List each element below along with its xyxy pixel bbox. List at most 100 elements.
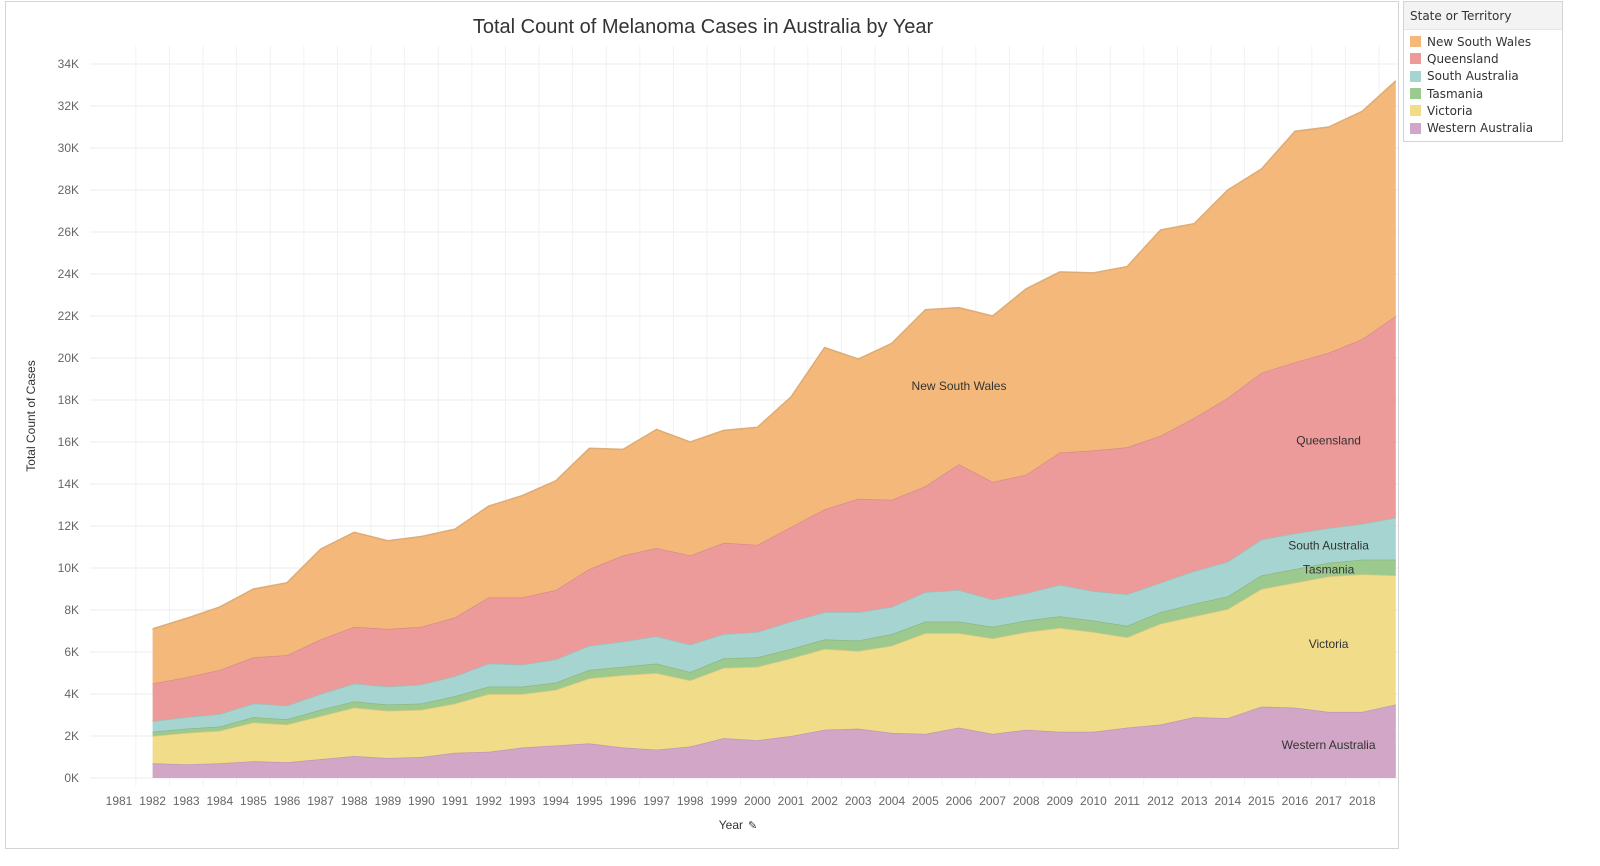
x-tick-label: 1983 [173, 794, 200, 808]
y-tick-label: 34K [58, 57, 79, 71]
y-tick-label: 26K [58, 225, 79, 239]
legend-swatch [1410, 105, 1421, 117]
area-new-south-wales[interactable] [152, 80, 1396, 684]
x-tick-label: 2012 [1147, 794, 1174, 808]
series-label: Victoria [1309, 637, 1349, 651]
legend-label: New South Wales [1427, 34, 1532, 49]
legend-item-south-australia[interactable]: South Australia [1404, 68, 1562, 85]
y-tick-label: 12K [58, 519, 79, 533]
x-tick-label: 1989 [374, 794, 401, 808]
x-tick-label: 1992 [475, 794, 502, 808]
x-tick-label: 1985 [240, 794, 267, 808]
x-tick-label: 1999 [710, 794, 737, 808]
x-tick-label: 1997 [643, 794, 670, 808]
series-label: Tasmania [1303, 563, 1355, 577]
area-queensland[interactable] [152, 316, 1396, 722]
legend-item-queensland[interactable]: Queensland [1404, 50, 1562, 67]
chart-title: Total Count of Melanoma Cases in Austral… [473, 16, 934, 38]
x-tick-label: 1998 [677, 794, 704, 808]
x-tick-label: 2005 [912, 794, 939, 808]
y-tick-label: 30K [58, 141, 79, 155]
legend-items: New South Wales Queensland South Australia… [1404, 30, 1562, 141]
series-label: New South Wales [912, 379, 1007, 393]
area-series-layer [152, 80, 1397, 779]
x-tick-label: 2004 [878, 794, 905, 808]
legend-swatch [1410, 53, 1421, 65]
y-tick-label: 24K [58, 267, 79, 281]
x-tick-label: 1996 [610, 794, 637, 808]
y-tick-label: 6K [64, 645, 79, 659]
y-tick-label: 16K [58, 435, 79, 449]
x-tick-label: 1993 [509, 794, 536, 808]
y-tick-label: 32K [58, 99, 79, 113]
x-tick-label: 1981 [106, 794, 133, 808]
x-tick-label: 2015 [1248, 794, 1275, 808]
x-tick-label: 1990 [408, 794, 435, 808]
y-tick-label: 22K [58, 309, 79, 323]
y-tick-label: 0K [64, 771, 79, 785]
x-tick-label: 2014 [1214, 794, 1241, 808]
legend-label: South Australia [1427, 69, 1519, 84]
x-tick-label: 1994 [542, 794, 569, 808]
y-tick-label: 18K [58, 393, 79, 407]
x-tick-label: 2003 [845, 794, 872, 808]
legend-swatch [1410, 122, 1421, 134]
x-tick-label: 1984 [206, 794, 233, 808]
x-tick-label: 2007 [979, 794, 1006, 808]
legend-title: State or Territory [1404, 2, 1562, 30]
x-tick-label: 2000 [744, 794, 771, 808]
x-axis-title[interactable]: Year ✎ [719, 818, 757, 832]
area-western-australia[interactable] [152, 704, 1396, 779]
x-tick-label: 1987 [307, 794, 334, 808]
y-tick-label: 14K [58, 477, 79, 491]
area-tasmania[interactable] [152, 559, 1396, 736]
legend-item-victoria[interactable]: Victoria [1404, 102, 1562, 119]
y-tick-label: 10K [58, 561, 79, 575]
series-label: South Australia [1288, 538, 1369, 552]
x-tick-label: 1986 [274, 794, 301, 808]
x-tick-label: 2006 [946, 794, 973, 808]
x-axis-title-text: Year [719, 818, 743, 832]
area-edge [152, 80, 1397, 630]
chart-frame: 0K 2K 4K 6K 8K 10K 12K 14K 16K 18K 20K 22K 24K 26K 28K… [5, 1, 1399, 849]
x-tick-label: 2008 [1013, 794, 1040, 808]
legend-label: Tasmania [1427, 86, 1484, 101]
y-tick-label: 20K [58, 351, 79, 365]
series-label: Queensland [1296, 433, 1361, 447]
x-axis-ticks: 1981 1982 1983 1984 1985 1986 1987 1988 1989 1990… [106, 794, 1376, 808]
legend-swatch [1410, 70, 1421, 82]
x-tick-label: 2013 [1181, 794, 1208, 808]
legend-swatch [1410, 88, 1421, 100]
x-tick-label: 2017 [1315, 794, 1342, 808]
x-tick-label: 1991 [442, 794, 469, 808]
x-tick-label: 2010 [1080, 794, 1107, 808]
x-tick-label: 1995 [576, 794, 603, 808]
x-tick-label: 1988 [341, 794, 368, 808]
x-tick-label: 2009 [1046, 794, 1073, 808]
legend-item-tasmania[interactable]: Tasmania [1404, 85, 1562, 102]
pin-icon[interactable]: ✎ [748, 820, 757, 832]
series-labels: Western Australia Victoria Tasmania South A… [912, 379, 1376, 752]
x-tick-label: 2016 [1282, 794, 1309, 808]
y-tick-label: 28K [58, 183, 79, 197]
y-axis-title: Total Count of Cases [24, 360, 38, 471]
x-tick-label: 2011 [1114, 794, 1140, 808]
legend-label: Victoria [1427, 103, 1473, 118]
legend-swatch [1410, 36, 1421, 48]
x-tick-label: 1982 [139, 794, 166, 808]
area-chart: 0K 2K 4K 6K 8K 10K 12K 14K 16K 18K 20K 22K 24K 26K 28K… [24, 16, 1398, 832]
x-tick-label: 2001 [778, 794, 805, 808]
y-tick-label: 8K [64, 603, 79, 617]
x-tick-label: 2002 [811, 794, 838, 808]
area-victoria[interactable] [152, 574, 1396, 765]
legend-item-new-south-wales[interactable]: New South Wales [1404, 33, 1562, 50]
y-tick-label: 4K [64, 687, 79, 701]
y-axis-ticks: 0K 2K 4K 6K 8K 10K 12K 14K 16K 18K 20K 22K 24K 26K 28K… [58, 57, 79, 785]
series-label: Western Australia [1282, 738, 1376, 752]
legend: State or Territory New South Wales Queens… [1403, 1, 1563, 142]
legend-item-western-australia[interactable]: Western Australia [1404, 119, 1562, 136]
legend-label: Queensland [1427, 51, 1499, 66]
legend-label: Western Australia [1427, 121, 1534, 136]
y-tick-label: 2K [64, 729, 79, 743]
area-south-australia[interactable] [152, 517, 1396, 732]
